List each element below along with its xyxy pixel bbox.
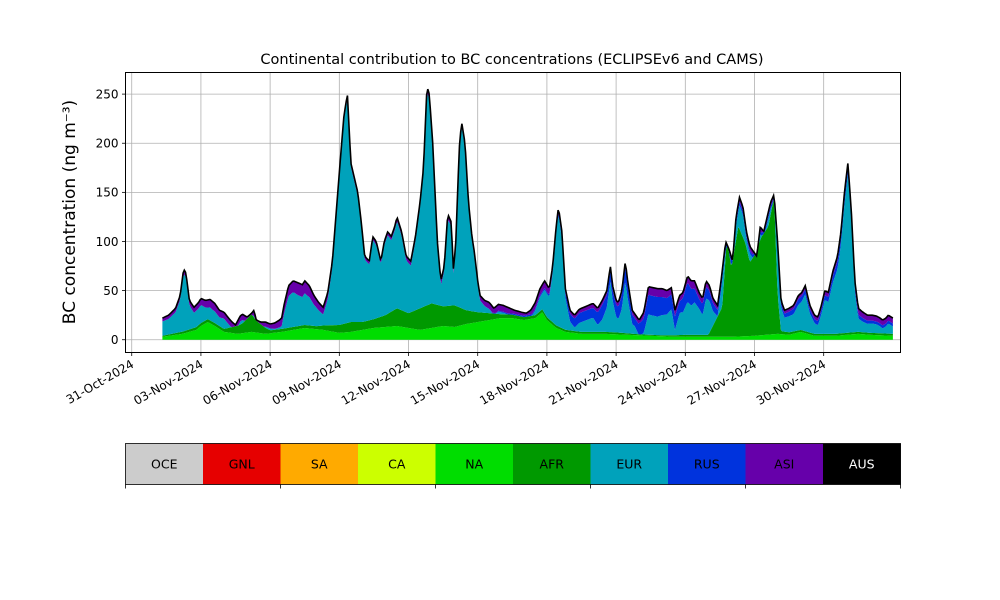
y-tick-label: 200 [96,137,119,151]
region-colorbar-legend: OCE GNL SA CA NA AFR EUR RUS ASI AUS [125,443,901,489]
colorbar-swatch-afr [513,443,591,485]
area-rus [162,94,893,335]
colorbar-label-afr: AFR [540,457,565,472]
y-tick-label: 150 [96,186,119,200]
colorbar-swatch-gnl [203,443,281,485]
colorbar-swatch-rus [668,443,746,485]
colorbar-swatch-ca [358,443,436,485]
colorbar-frame [125,443,901,485]
area-aus [162,89,893,325]
colorbar-label-ca: CA [388,457,406,472]
x-tick-label: 03-Nov-2024 [131,357,205,408]
y-axis: 0 50 100 150 200 250 [96,87,126,347]
x-tick-label: 27-Nov-2024 [685,357,759,408]
stacked-areas [162,88,894,340]
y-tick-label: 100 [96,235,119,249]
colorbar-label-aus: AUS [849,457,875,472]
total-line [162,88,894,327]
colorbar-swatch-asi [745,443,824,485]
colorbar-swatch-oce [125,443,204,485]
x-tick-label: 30-Nov-2024 [754,357,828,408]
y-tick-label: 50 [103,284,118,298]
colorbar-swatch-sa [280,443,359,485]
colorbar-swatch-na [435,443,514,485]
colorbar-swatch-eur [590,443,669,485]
x-tick-label: 24-Nov-2024 [616,357,690,408]
area-eur [162,94,893,336]
colorbar-label-eur: EUR [616,457,642,472]
y-tick-label: 250 [96,87,119,101]
area-na [162,312,893,340]
colorbar-label-sa: SA [311,457,328,472]
area-afr [162,199,893,337]
x-tick-label: 12-Nov-2024 [339,357,413,408]
plot-frame [125,72,901,353]
colorbar-swatch-aus [823,443,901,485]
y-tick-label: 0 [111,333,119,347]
x-tick-label: 06-Nov-2024 [200,357,274,408]
colorbar-label-asi: ASI [774,457,794,472]
x-tick-label: 09-Nov-2024 [270,357,344,408]
chart-title: Continental contribution to BC concentra… [260,52,763,68]
x-tick-label: 31-Oct-2024 [64,357,136,407]
x-tick-label: 15-Nov-2024 [408,357,482,408]
colorbar-label-na: NA [465,457,483,472]
x-tick-label: 21-Nov-2024 [546,357,620,408]
area-asi [162,89,893,329]
colorbar-label-oce: OCE [151,457,178,472]
y-axis-label: BC concentration (ng m⁻³) [60,100,80,324]
x-axis: 31-Oct-202403-Nov-202406-Nov-202409-Nov-… [64,352,828,408]
x-tick-label: 18-Nov-2024 [477,357,551,408]
colorbar-label-gnl: GNL [229,457,255,472]
colorbar-label-rus: RUS [694,457,720,472]
